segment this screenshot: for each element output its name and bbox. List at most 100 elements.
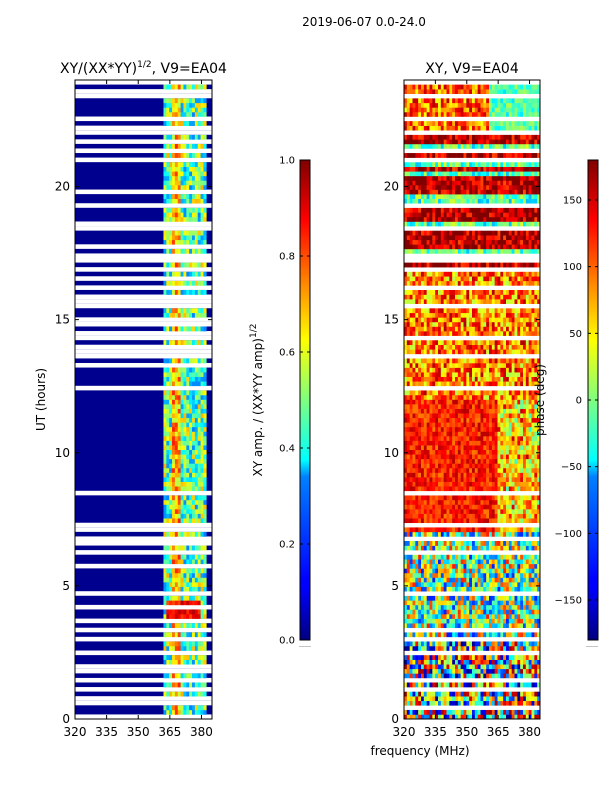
heatmap-cell (163, 185, 166, 190)
heatmap-cell (464, 673, 467, 678)
heatmap-cell (432, 696, 435, 701)
heatmap-cell (192, 500, 195, 505)
heatmap-cell (452, 614, 455, 619)
heatmap-cell (455, 546, 458, 551)
heatmap-cell (458, 500, 461, 505)
heatmap-cell (432, 692, 435, 697)
heatmap-cell (532, 322, 535, 327)
heatmap-cell (195, 272, 198, 277)
heatmap-cell (163, 587, 166, 592)
heatmap-cell (489, 568, 492, 573)
heatmap-cell (489, 532, 492, 537)
heatmap-cell (532, 468, 535, 473)
heatmap-cell (461, 454, 464, 459)
heatmap-cell (418, 696, 421, 701)
heatmap-cell (532, 331, 535, 336)
heatmap-cell (430, 682, 433, 687)
heatmap-cell (503, 445, 506, 450)
heatmap-cell (203, 705, 206, 710)
heatmap-cell (495, 358, 498, 363)
heatmap-cell (415, 377, 418, 382)
heatmap-cell (186, 185, 189, 190)
heatmap-cell (178, 272, 181, 277)
heatmap-cell (509, 532, 512, 537)
heatmap-cell (475, 441, 478, 446)
heatmap-cell (492, 349, 495, 354)
heatmap-cell (203, 623, 206, 628)
heatmap-cell (178, 445, 181, 450)
heatmap-cell (441, 486, 444, 491)
heatmap-cell (478, 409, 481, 414)
heatmap-cell (203, 609, 206, 614)
heatmap-cell (166, 404, 169, 409)
heatmap-cell (461, 404, 464, 409)
heatmap-cell (489, 660, 492, 665)
heatmap-cell (183, 121, 186, 126)
heatmap-cell (421, 600, 424, 605)
heatmap-cell (481, 395, 484, 400)
heatmap-cell (503, 390, 506, 395)
flagged-row (75, 701, 212, 706)
heatmap-cell (483, 340, 486, 345)
heatmap-cell (515, 582, 518, 587)
heatmap-cell (441, 404, 444, 409)
heatmap-cell (498, 459, 501, 464)
heatmap-cell (506, 696, 509, 701)
heatmap-cell (523, 340, 526, 345)
heatmap-cell (178, 326, 181, 331)
heatmap-cell (461, 495, 464, 500)
heatmap-cell (503, 504, 506, 509)
heatmap-cell (449, 463, 452, 468)
heatmap-cell (458, 701, 461, 706)
heatmap-cell (515, 555, 518, 560)
heatmap-cell (195, 153, 198, 158)
heatmap-cell (435, 326, 438, 331)
heatmap-cell (163, 459, 166, 464)
heatmap-cell (469, 326, 472, 331)
heatmap-cell (512, 614, 515, 619)
heatmap-cell (407, 381, 410, 386)
flagged-row (404, 705, 540, 710)
heatmap-cell (478, 482, 481, 487)
heatmap-cell (449, 436, 452, 441)
heatmap-cell (424, 541, 427, 546)
heatmap-cell (444, 381, 447, 386)
heatmap-cell (172, 427, 175, 432)
heatmap-cell (481, 559, 484, 564)
heatmap-cell (500, 459, 503, 464)
heatmap-cell (486, 322, 489, 327)
heatmap-cell (492, 582, 495, 587)
heatmap-cell (526, 596, 529, 601)
heatmap-cell (432, 527, 435, 532)
heatmap-cell (506, 436, 509, 441)
heatmap-cell (520, 459, 523, 464)
heatmap-cell (438, 459, 441, 464)
heatmap-cell (189, 609, 192, 614)
heatmap-cell (523, 454, 526, 459)
heatmap-cell (503, 340, 506, 345)
heatmap-cell (203, 477, 206, 482)
heatmap-cell (418, 641, 421, 646)
heatmap-cell (449, 441, 452, 446)
heatmap-cell (424, 660, 427, 665)
heatmap-cell (192, 692, 195, 697)
heatmap-cell (175, 390, 178, 395)
heatmap-cell (195, 441, 198, 446)
heatmap-cell (195, 368, 198, 373)
heatmap-cell (432, 377, 435, 382)
flagged-row (75, 541, 212, 546)
heatmap-cell (478, 546, 481, 551)
heatmap-cell (458, 495, 461, 500)
heatmap-cell (189, 240, 192, 245)
heatmap-cell (186, 413, 189, 418)
heatmap-cell (523, 509, 526, 514)
heatmap-cell (475, 664, 478, 669)
heatmap-cell (515, 619, 518, 624)
heatmap-cell (181, 121, 184, 126)
heatmap-cell (192, 641, 195, 646)
heatmap-cell (529, 450, 532, 455)
heatmap-cell (195, 281, 198, 286)
heatmap-cell (438, 381, 441, 386)
heatmap-cell (410, 441, 413, 446)
heatmap-cell (512, 482, 515, 487)
